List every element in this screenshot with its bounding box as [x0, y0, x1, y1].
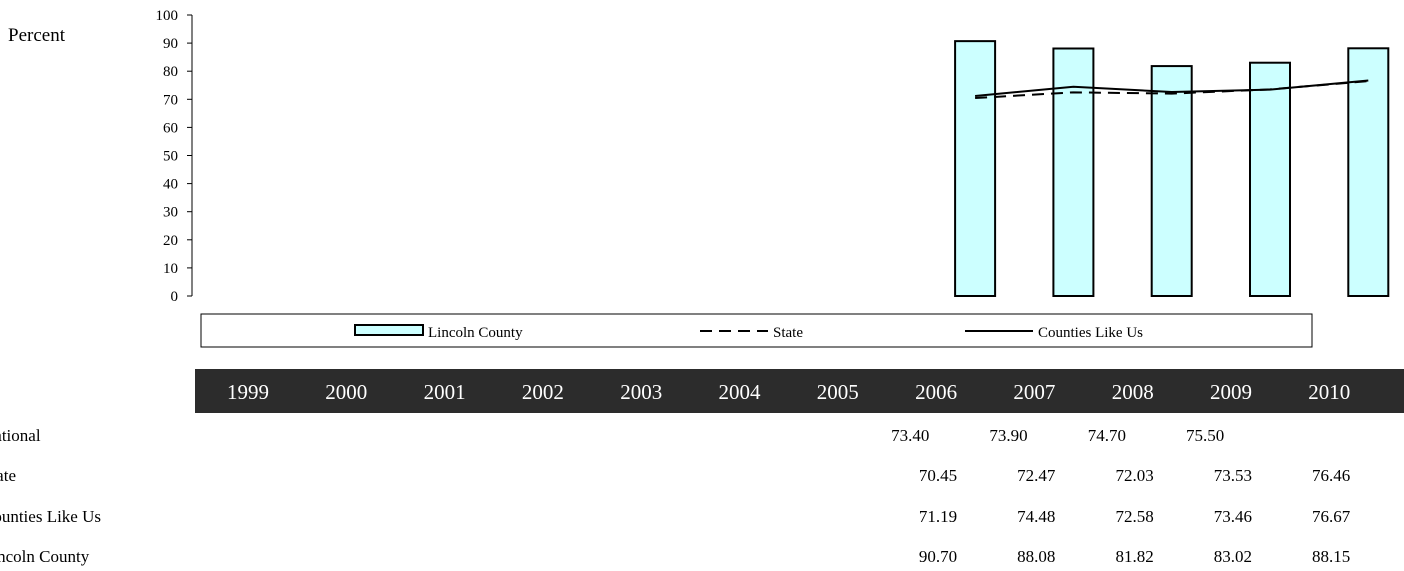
- legend-label: Counties Like Us: [1038, 325, 1143, 341]
- table-cell: 75.50: [1186, 426, 1225, 445]
- year-header-2009: 2009: [1210, 380, 1252, 404]
- table-cell: 71.19: [918, 507, 958, 526]
- year-header-2001: 2001: [423, 380, 466, 404]
- legend-label: Lincoln County: [428, 325, 523, 341]
- row-label-state: State: [0, 466, 16, 485]
- bar-lincoln-county-2006: [954, 40, 997, 298]
- row-label-counties-like-us: Counties Like Us: [0, 507, 101, 526]
- year-header-2006: 2006: [915, 380, 958, 404]
- year-header-1999: 1999: [227, 380, 269, 404]
- table-cell: 81.82: [1115, 547, 1154, 566]
- y-tick-label: 20: [163, 233, 178, 249]
- y-tick-label: 30: [163, 205, 178, 221]
- year-header-2008: 2008: [1111, 380, 1154, 404]
- year-header-2007: 2007: [1013, 380, 1056, 404]
- table-cell: 72.58: [1115, 507, 1154, 526]
- bar-lincoln-county-2010: [1347, 47, 1390, 298]
- year-header-2010: 2010: [1308, 380, 1351, 404]
- y-tick-label: 10: [163, 261, 178, 277]
- table-cell: 88.15: [1312, 547, 1351, 566]
- y-tick-label: 50: [163, 149, 178, 165]
- table-cell: 72.03: [1115, 466, 1154, 485]
- y-tick-label: 100: [156, 8, 179, 24]
- y-axis-title: Percent: [8, 25, 66, 46]
- legend-label: State: [773, 325, 803, 341]
- table-cell: 76.46: [1312, 466, 1351, 485]
- table-cell: 70.45: [918, 466, 958, 485]
- year-header-2004: 2004: [718, 380, 761, 404]
- row-label-national: National: [0, 426, 41, 445]
- year-header-2003: 2003: [620, 380, 663, 404]
- table-cell: 74.70: [1087, 426, 1126, 445]
- legend-items: Lincoln County State Counties Like Us: [354, 324, 1143, 341]
- line-counties-like-us: [975, 79, 1369, 97]
- y-tick-label: 80: [163, 64, 178, 80]
- table-cell: 73.46: [1213, 507, 1252, 526]
- y-tick-label: 70: [163, 92, 178, 108]
- table-cell: 72.47: [1017, 466, 1056, 485]
- table-cell: 88.08: [1017, 547, 1056, 566]
- table-cell: 73.90: [989, 426, 1028, 445]
- table-cell: 76.67: [1312, 507, 1351, 526]
- year-header-2005: 2005: [816, 380, 859, 404]
- y-tick-label: 90: [163, 36, 178, 52]
- bar-lincoln-county-2008: [1150, 65, 1193, 297]
- row-label-lincoln-county: Lincoln County: [0, 547, 90, 566]
- table-cell: 74.48: [1017, 507, 1056, 526]
- y-tick-label: 0: [171, 289, 179, 305]
- bar-lincoln-county-2009: [1249, 61, 1291, 297]
- bar-lincoln-county-2007: [1052, 47, 1095, 298]
- year-header-2000: 2000: [325, 380, 368, 404]
- table-cell: 73.53: [1213, 466, 1252, 485]
- year-header-2002: 2002: [521, 380, 564, 404]
- y-tick-label: 60: [163, 120, 178, 136]
- y-tick-label: 40: [163, 177, 178, 193]
- plot-area: [954, 40, 1390, 298]
- table-cell: 90.70: [918, 547, 958, 566]
- table-cell: 83.02: [1213, 547, 1252, 566]
- y-axis: 0 10 20 30 40 50 60 70 80 90 100: [156, 8, 193, 305]
- year-header-band: 1999 2000 2001 2002 2003 2004 2005 2006 2007 2008…: [195, 369, 1404, 413]
- table-cell: 73.40: [891, 426, 930, 445]
- legend-swatch-lincoln-county: [354, 324, 424, 336]
- chart: 0 10 20 30 40 50 60 70 80 90 100 Percent Lincoln C…: [8, 8, 1390, 348]
